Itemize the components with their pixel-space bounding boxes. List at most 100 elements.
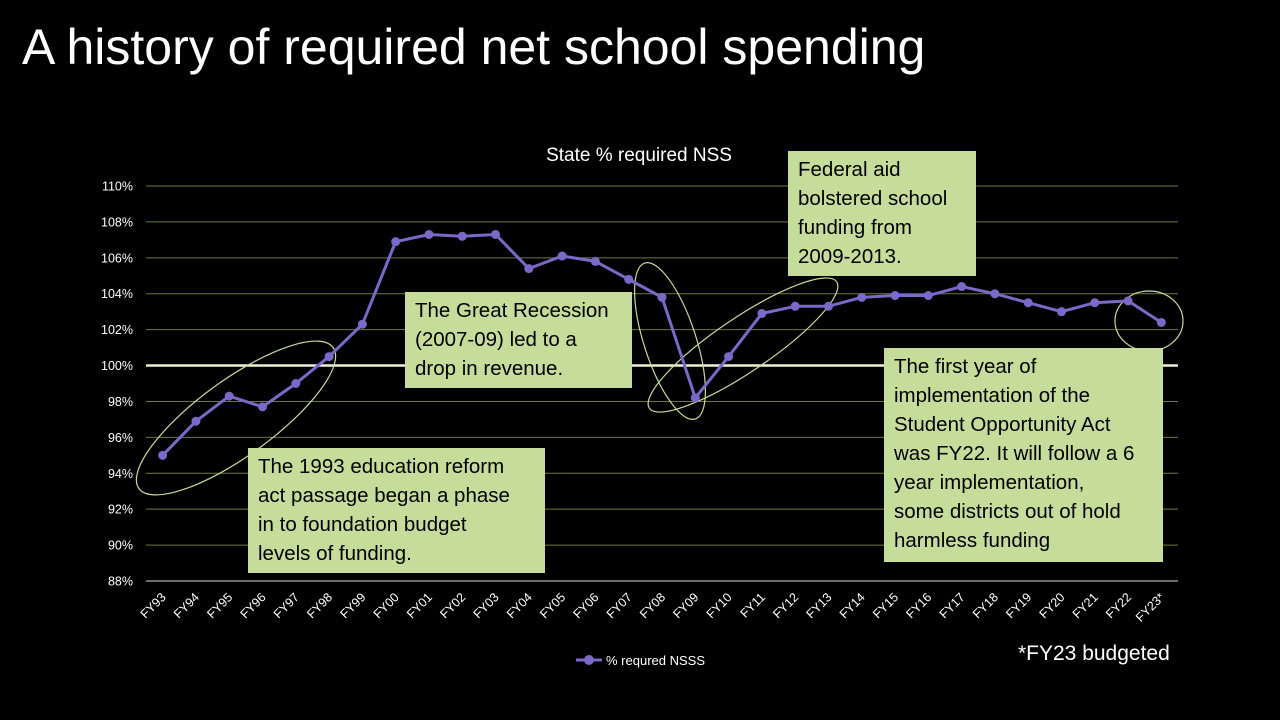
x-tick-label: FY04 — [504, 590, 535, 621]
x-tick-label: FY95 — [204, 590, 235, 621]
y-tick-label: 96% — [108, 431, 133, 445]
callout-reform-line: act passage began a phase — [258, 484, 510, 507]
x-tick-label: FY14 — [837, 590, 868, 621]
y-axis-tick-labels: 88% 90% 92% 94% 96% 98% 100% 102% 104% 106% 108% 11… — [101, 180, 133, 589]
data-point — [890, 291, 900, 301]
data-point — [624, 274, 634, 284]
gridlines — [146, 185, 1178, 582]
x-tick-label: FY19 — [1003, 590, 1034, 621]
callout-federal-line: bolstered school — [798, 187, 948, 210]
data-point — [357, 319, 367, 329]
callout-soa-line: harmless funding — [894, 529, 1051, 552]
highlight-ellipse-recession — [633, 262, 707, 420]
x-tick-label: FY10 — [704, 590, 735, 621]
x-tick-label: FY99 — [337, 590, 368, 621]
x-tick-label: FY12 — [770, 590, 801, 621]
y-tick-label: 106% — [101, 251, 133, 265]
x-tick-label: FY23* — [1133, 590, 1168, 625]
footnote: *FY23 budgeted — [1018, 642, 1170, 665]
callout-soa-line: was FY22. It will follow a 6 — [894, 442, 1135, 465]
x-tick-label: FY09 — [670, 590, 701, 621]
data-point — [224, 391, 234, 401]
data-point — [823, 301, 833, 311]
callout-soa-line: year implementation, — [894, 471, 1085, 494]
data-point — [790, 301, 800, 311]
callout-reform-line: levels of funding. — [258, 542, 412, 565]
y-tick-label: 108% — [101, 215, 133, 229]
x-tick-label: FY96 — [238, 590, 269, 621]
x-tick-label: FY00 — [371, 590, 402, 621]
x-tick-label: FY18 — [970, 590, 1001, 621]
x-tick-label: FY05 — [537, 590, 568, 621]
data-point — [957, 282, 967, 292]
x-tick-label: FY03 — [471, 590, 502, 621]
chart-title: State % required NSS — [546, 145, 732, 166]
data-point — [324, 352, 334, 362]
x-tick-label: FY01 — [404, 590, 435, 621]
x-tick-label: FY21 — [1070, 590, 1101, 621]
x-tick-label: FY07 — [604, 590, 635, 621]
callout-federal: Federal aid bolstered school funding fro… — [788, 151, 976, 276]
y-tick-label: 104% — [101, 287, 133, 301]
callout-soa: The first year of implementation of the … — [884, 348, 1163, 562]
data-point — [391, 237, 401, 247]
data-point — [1023, 298, 1033, 308]
x-tick-label: FY94 — [171, 590, 202, 621]
callout-federal-line: Federal aid — [798, 158, 901, 181]
y-tick-label: 98% — [108, 395, 133, 409]
callout-federal-line: funding from — [798, 216, 912, 239]
highlight-ellipse-federal — [647, 277, 839, 413]
x-tick-label: FY08 — [637, 590, 668, 621]
y-tick-label: 102% — [101, 323, 133, 337]
x-tick-label: FY97 — [271, 590, 302, 621]
y-tick-label: 110% — [102, 180, 133, 194]
callout-federal-line: 2009-2013. — [798, 245, 902, 268]
data-point — [291, 379, 301, 388]
x-tick-label: FY16 — [903, 590, 934, 621]
callout-recession-line: drop in revenue. — [415, 357, 564, 380]
slide-title: A history of required net school spendin… — [22, 19, 926, 75]
callout-reform-line: The 1993 education reform — [258, 455, 505, 478]
data-point — [1090, 298, 1100, 308]
callout-reform: The 1993 education reform act passage be… — [248, 448, 545, 573]
x-tick-label: FY98 — [304, 590, 335, 621]
x-tick-label: FY11 — [738, 590, 768, 620]
callout-reform-line: in to foundation budget — [258, 513, 467, 536]
data-point — [757, 308, 767, 318]
y-tick-label: 94% — [108, 467, 133, 481]
x-tick-label: FY02 — [437, 590, 468, 621]
x-axis-tick-labels: FY93 FY94 FY95 FY96 FY97 FY98 FY99 FY00 FY01 FY02… — [138, 590, 1168, 625]
callout-recession-line: (2007-09) led to a — [415, 328, 577, 351]
data-point — [524, 264, 534, 274]
x-tick-label: FY13 — [804, 590, 835, 621]
data-point — [690, 393, 700, 403]
callout-soa-line: The first year of — [894, 355, 1037, 378]
y-tick-label: 88% — [108, 575, 133, 589]
data-point — [923, 291, 933, 301]
y-tick-label: 92% — [108, 503, 133, 517]
data-point — [590, 256, 600, 266]
data-point — [1123, 296, 1133, 306]
callout-soa-line: implementation of the — [894, 384, 1091, 407]
legend: % requred NSSS — [576, 653, 705, 668]
callout-soa-line: some districts out of hold — [894, 500, 1121, 523]
callout-soa-line: Student Opportunity Act — [894, 413, 1111, 436]
data-point — [258, 402, 268, 412]
x-tick-label: FY17 — [937, 590, 968, 621]
data-point — [724, 352, 734, 362]
data-point — [1056, 307, 1066, 317]
callout-recession: The Great Recession (2007-09) led to a d… — [405, 292, 632, 388]
data-point — [857, 292, 867, 302]
data-point — [1156, 317, 1166, 327]
series-group — [158, 229, 1166, 460]
data-point — [457, 231, 467, 241]
x-tick-label: FY15 — [870, 590, 901, 621]
data-point — [557, 251, 567, 261]
data-point — [491, 229, 501, 239]
x-tick-label: FY93 — [138, 590, 169, 621]
x-tick-label: FY22 — [1103, 590, 1134, 621]
data-point — [158, 450, 168, 460]
legend-label: % requred NSSS — [606, 653, 705, 668]
x-tick-label: FY06 — [571, 590, 602, 621]
